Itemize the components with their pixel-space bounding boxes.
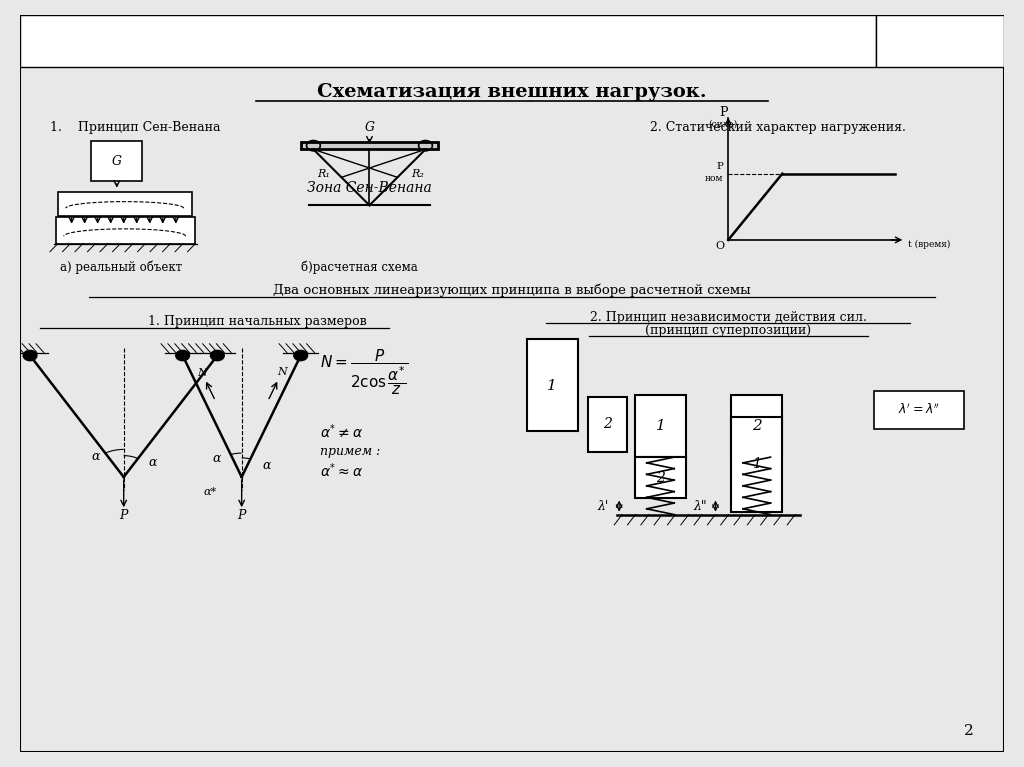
Text: α: α xyxy=(92,450,100,463)
Text: б)расчетная схема: б)расчетная схема xyxy=(301,261,418,274)
Text: R₁: R₁ xyxy=(316,170,330,179)
Text: λ": λ" xyxy=(693,499,707,512)
Circle shape xyxy=(24,351,37,360)
Bar xyxy=(635,394,686,457)
Text: примем :: примем : xyxy=(321,445,381,458)
Text: Зона Сен-Венана: Зона Сен-Венана xyxy=(307,181,432,195)
Text: O: O xyxy=(716,241,725,251)
Bar xyxy=(301,142,438,150)
Text: α*: α* xyxy=(204,487,217,497)
Text: t (время): t (время) xyxy=(908,240,950,249)
Text: 2: 2 xyxy=(752,420,762,433)
Text: N: N xyxy=(278,367,287,377)
Bar xyxy=(57,192,191,216)
Bar xyxy=(588,397,627,452)
Bar xyxy=(873,391,965,430)
Text: 1: 1 xyxy=(753,457,761,472)
Text: а) реальный объект: а) реальный объект xyxy=(59,261,182,274)
Bar xyxy=(56,217,196,244)
Bar xyxy=(91,140,142,181)
Text: P: P xyxy=(717,162,723,171)
Text: 1.    Принцип Сен-Венана: 1. Принцип Сен-Венана xyxy=(50,120,220,133)
Text: $\lambda' = \lambda''$: $\lambda' = \lambda''$ xyxy=(898,403,940,417)
Circle shape xyxy=(211,351,224,360)
Text: P: P xyxy=(120,509,128,522)
Text: α: α xyxy=(148,456,158,469)
Text: ном: ном xyxy=(705,173,723,183)
Bar xyxy=(20,15,876,67)
Text: N: N xyxy=(198,368,207,378)
Text: (сила): (сила) xyxy=(709,120,738,129)
Bar xyxy=(876,15,1004,67)
Text: α: α xyxy=(213,452,221,465)
Text: P: P xyxy=(238,509,246,522)
Text: λ': λ' xyxy=(598,499,609,512)
Text: G: G xyxy=(365,120,375,133)
Text: 1: 1 xyxy=(548,379,557,393)
Text: $\alpha^{*} \approx \alpha$: $\alpha^{*} \approx \alpha$ xyxy=(321,461,364,479)
Text: 1. Принцип начальных размеров: 1. Принцип начальных размеров xyxy=(148,315,367,328)
Circle shape xyxy=(294,351,307,360)
Bar xyxy=(526,339,578,431)
Bar xyxy=(731,416,782,512)
Text: Схематизация внешних нагрузок.: Схематизация внешних нагрузок. xyxy=(317,83,707,101)
Text: α: α xyxy=(262,459,270,472)
Text: 2. Принцип независимости действия сил.: 2. Принцип независимости действия сил. xyxy=(590,311,866,324)
Text: P: P xyxy=(719,106,728,119)
Text: 2: 2 xyxy=(656,471,665,485)
Text: 2: 2 xyxy=(965,724,974,738)
Text: Два основных линеаризующих принципа в выборе расчетной схемы: Два основных линеаризующих принципа в вы… xyxy=(273,283,751,297)
Bar xyxy=(731,394,782,457)
Bar xyxy=(635,457,686,498)
Text: $N = \dfrac{P}{2\cos\dfrac{\alpha^{*}}{z}}$: $N = \dfrac{P}{2\cos\dfrac{\alpha^{*}}{z… xyxy=(321,347,409,397)
Text: G: G xyxy=(112,155,122,168)
Text: $\alpha^{*} \neq \alpha$: $\alpha^{*} \neq \alpha$ xyxy=(321,423,364,440)
Text: 1: 1 xyxy=(655,420,666,433)
Text: (принцип суперпозиции): (принцип суперпозиции) xyxy=(645,324,811,337)
Text: 2. Статический характер нагружения.: 2. Статический характер нагружения. xyxy=(649,120,905,133)
Text: R₂: R₂ xyxy=(412,170,424,179)
Circle shape xyxy=(176,351,189,360)
Text: 2: 2 xyxy=(603,417,611,431)
